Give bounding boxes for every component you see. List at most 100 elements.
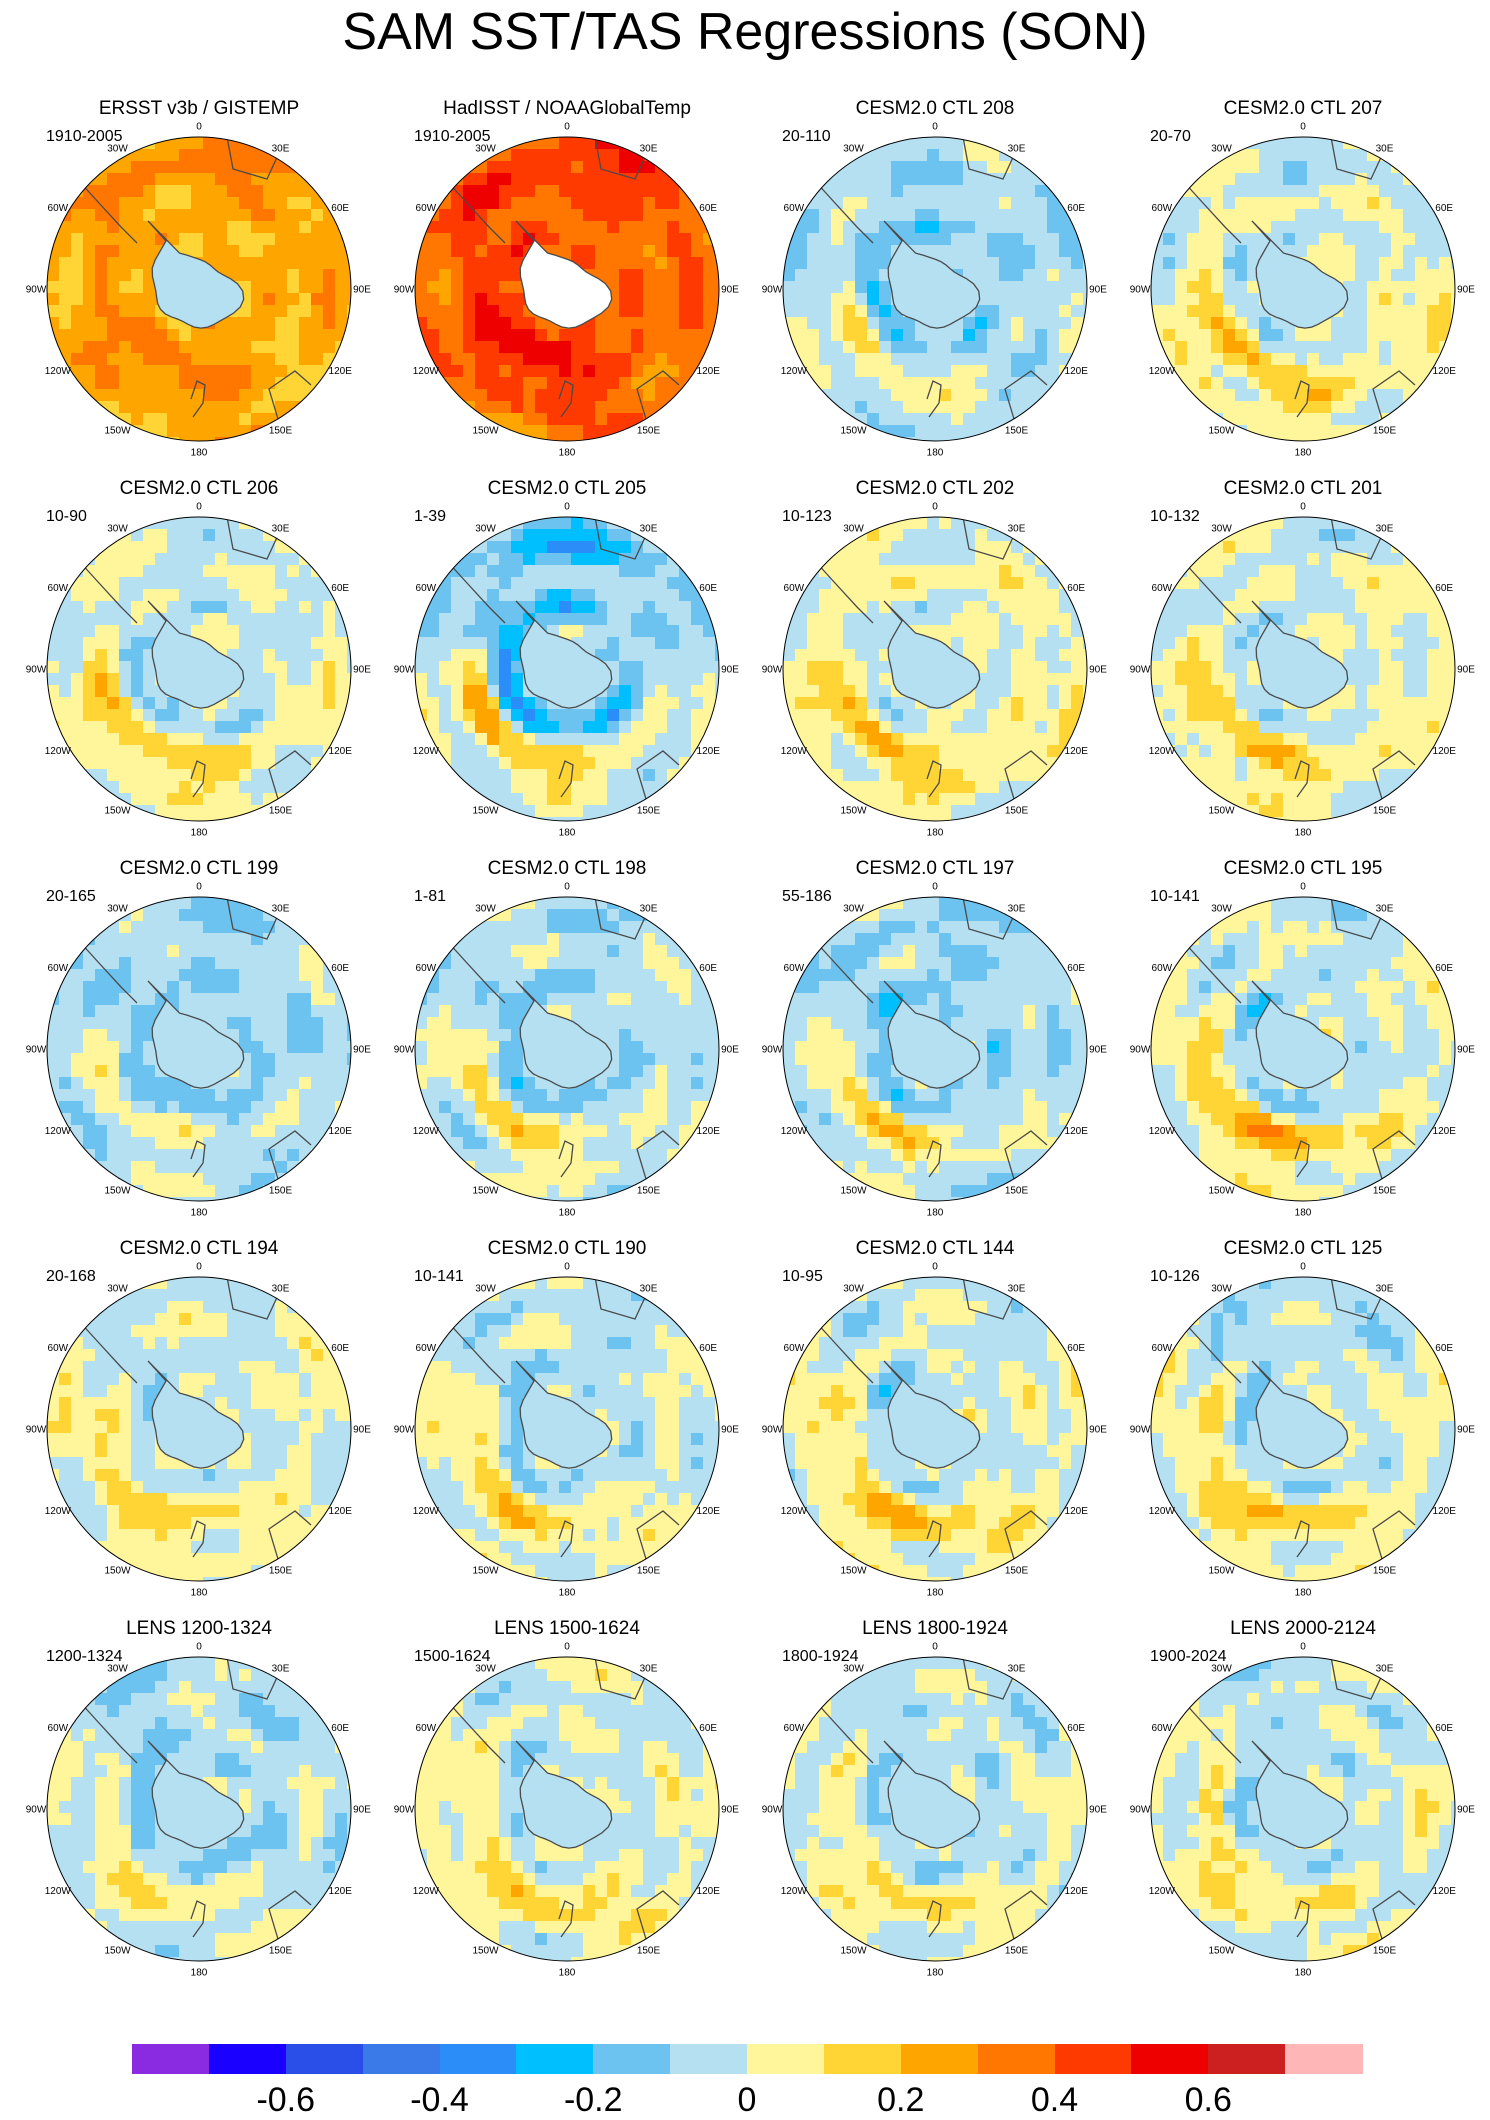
field-cell <box>275 613 288 626</box>
field-cell <box>619 637 632 650</box>
field-cell <box>1319 197 1332 210</box>
field-cell <box>179 353 192 366</box>
field-cell <box>347 317 351 330</box>
field-cell <box>1047 649 1060 662</box>
field-cell <box>463 221 476 234</box>
field-cell <box>691 721 704 734</box>
field-cell <box>1307 613 1320 626</box>
field-cell <box>275 757 288 770</box>
field-cell <box>571 757 584 770</box>
field-cell <box>1247 517 1260 530</box>
field-cell <box>807 377 820 390</box>
field-cell <box>311 673 324 686</box>
field-cell <box>1355 245 1368 258</box>
field-cell <box>691 697 704 710</box>
field-cell <box>583 625 596 638</box>
field-cell <box>1379 577 1392 590</box>
field-cell <box>191 233 204 246</box>
field-cell <box>795 317 808 330</box>
field-cell <box>903 197 916 210</box>
field-cell <box>227 437 240 441</box>
field-cell <box>831 389 844 402</box>
field-cell <box>131 601 144 614</box>
field-cell <box>963 437 976 441</box>
field-cell <box>975 209 988 222</box>
field-cell <box>1307 565 1320 578</box>
field-cell <box>263 969 276 982</box>
field-cell <box>275 293 288 306</box>
field-cell <box>499 173 512 186</box>
field-cell <box>1283 425 1296 438</box>
field-cell <box>511 553 524 566</box>
field-cell <box>1047 221 1060 234</box>
field-cell <box>1247 233 1260 246</box>
field-cell <box>95 245 108 258</box>
field-cell <box>939 805 952 818</box>
field-cell <box>1367 685 1380 698</box>
field-cell <box>167 589 180 602</box>
field-cell <box>1211 185 1224 198</box>
field-cell <box>607 697 620 710</box>
field-cell <box>439 221 452 234</box>
field-cell <box>71 649 84 662</box>
field-cell <box>439 305 452 318</box>
field-cell <box>1427 697 1440 710</box>
field-cell <box>1035 401 1048 414</box>
field-cell <box>1415 673 1428 686</box>
field-cell <box>1415 697 1428 710</box>
field-cell <box>879 281 892 294</box>
field-cell <box>179 209 192 222</box>
longitude-label: 180 <box>191 448 208 459</box>
field-cell <box>1035 389 1048 402</box>
field-cell <box>1199 565 1212 578</box>
field-cell <box>855 733 868 746</box>
field-cell <box>619 673 632 686</box>
field-cell <box>1071 317 1084 330</box>
field-cell <box>975 329 988 342</box>
field-cell <box>203 437 216 441</box>
field-cell <box>299 377 312 390</box>
field-cell <box>1307 161 1320 174</box>
field-cell <box>655 757 668 770</box>
field-cell <box>179 613 192 626</box>
field-cell <box>619 221 632 234</box>
field-cell <box>987 329 1000 342</box>
field-cell <box>583 601 596 614</box>
field-cell <box>1367 353 1380 366</box>
field-cell <box>1023 269 1036 282</box>
field-cell <box>191 589 204 602</box>
field-cell <box>1211 697 1224 710</box>
africa-coastline <box>1330 137 1384 180</box>
field-cell <box>1223 389 1236 402</box>
field-cell <box>1343 257 1356 270</box>
field-cell <box>1367 745 1380 758</box>
field-cell <box>631 745 644 758</box>
field-cell <box>1211 589 1224 602</box>
field-cell <box>927 161 940 174</box>
field-cell <box>595 733 608 746</box>
field-cell <box>1047 269 1060 282</box>
field-cell <box>263 697 276 710</box>
field-cell <box>1439 317 1452 330</box>
field-cell <box>59 697 72 710</box>
field-cell <box>203 365 216 378</box>
field-cell <box>819 745 832 758</box>
field-cell <box>1367 161 1380 174</box>
field-cell <box>1247 613 1260 626</box>
field-cell <box>1331 353 1344 366</box>
field-cell <box>655 305 668 318</box>
field-cell <box>667 745 680 758</box>
field-cell <box>559 365 572 378</box>
field-cell <box>323 709 336 722</box>
field-cell <box>1247 209 1260 222</box>
field-cell <box>1355 793 1368 806</box>
map-panel: HadISST / NOAAGlobalTemp 1910-2005 0 30E 60E… <box>381 95 753 475</box>
field-cell <box>191 541 204 554</box>
field-cell <box>463 377 476 390</box>
field-cell <box>119 281 132 294</box>
field-cell <box>119 197 132 210</box>
field-cell <box>1223 377 1236 390</box>
panel-title: CESM2.0 CTL 206 <box>119 478 279 499</box>
field-cell <box>143 909 156 922</box>
field-cell <box>679 673 692 686</box>
